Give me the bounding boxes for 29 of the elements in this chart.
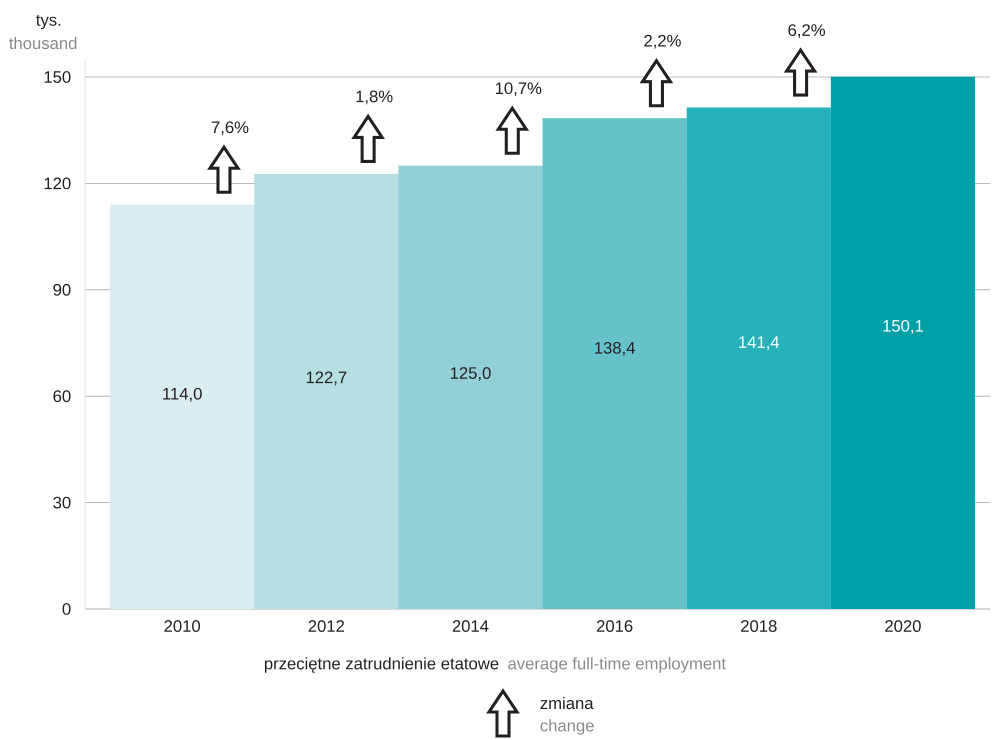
data-label: 150,1 bbox=[883, 320, 923, 334]
y-tick-label: 90 bbox=[53, 284, 71, 296]
y-tick-label: 30 bbox=[53, 496, 71, 508]
text: zmiana bbox=[540, 696, 594, 709]
text: 6,2% bbox=[788, 24, 825, 38]
x-tick-label: 2012 bbox=[308, 620, 344, 632]
y-axis-title: tys. bbox=[36, 14, 60, 29]
x-tick-label: 2020 bbox=[885, 620, 921, 632]
data-label: 122,7 bbox=[306, 371, 346, 386]
x-axis-title: przeciętne zatrudnienie etatowe bbox=[264, 657, 498, 673]
x-tick-label: 2016 bbox=[596, 620, 632, 632]
text: change bbox=[540, 719, 594, 735]
y-tick-label: 120 bbox=[44, 177, 71, 190]
data-label: 141,4 bbox=[739, 336, 780, 350]
data-label: 114,0 bbox=[163, 388, 202, 402]
y-tick-label: 150 bbox=[44, 70, 71, 83]
data-label: 125,0 bbox=[450, 366, 491, 381]
annotation: 7,6% bbox=[212, 121, 248, 135]
annotation: 1,8% bbox=[356, 90, 393, 104]
y-tick-label: 0 bbox=[62, 602, 71, 615]
text: thousand bbox=[9, 36, 76, 49]
x-tick-label: 2010 bbox=[164, 620, 200, 632]
y-tick-label: 60 bbox=[53, 390, 71, 402]
text: average full-time employment bbox=[508, 657, 726, 673]
annotation: 10,7% bbox=[496, 82, 542, 96]
x-tick-label: 2018 bbox=[741, 620, 777, 632]
data-label: 138,4 bbox=[595, 342, 635, 356]
x-tick-label: 2014 bbox=[452, 620, 489, 632]
text: 2,2% bbox=[644, 34, 681, 48]
